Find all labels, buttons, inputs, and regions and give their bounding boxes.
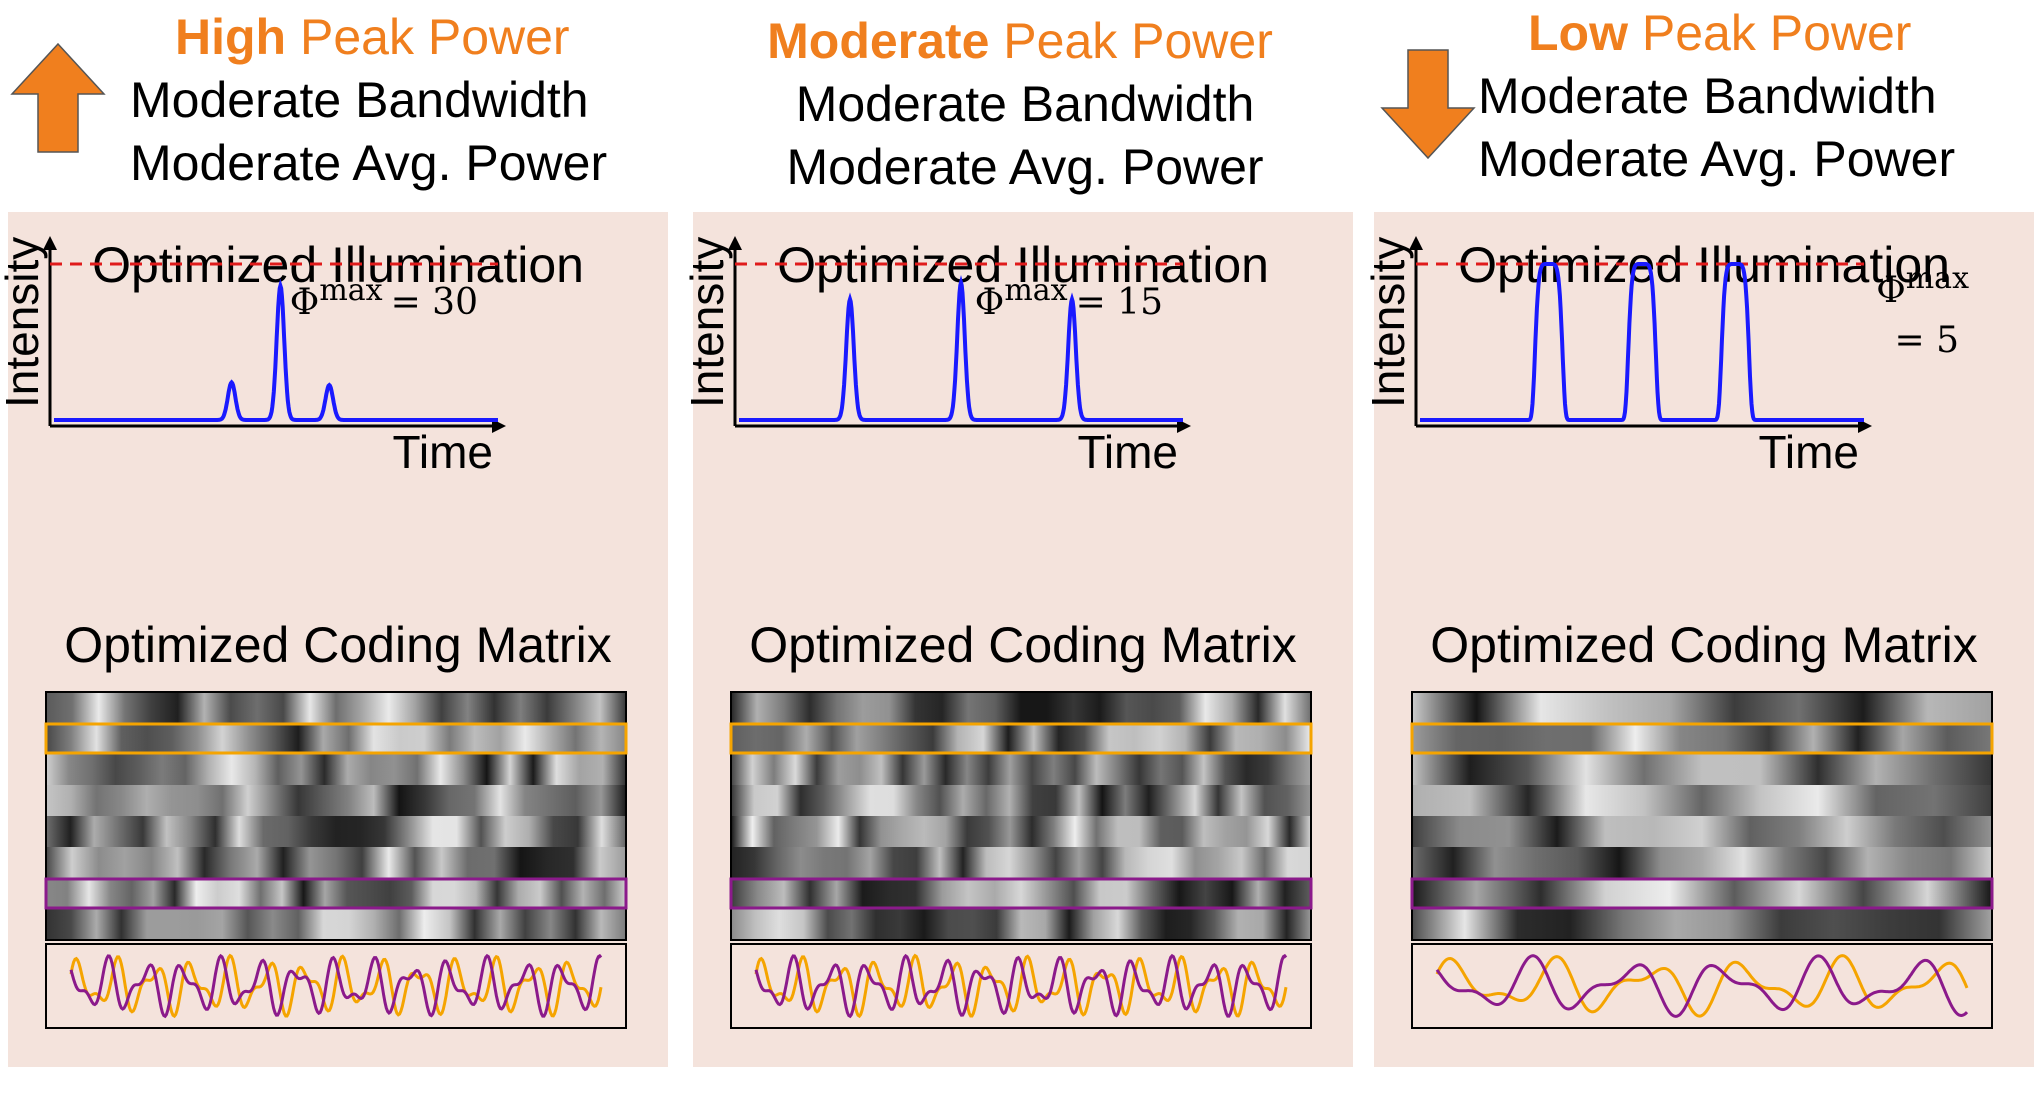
coding-matrix-row bbox=[46, 816, 626, 847]
avg-power-label: Moderate Avg. Power bbox=[130, 135, 608, 191]
waveform-orange bbox=[754, 953, 1288, 1019]
panel: Optimized Illumination Intensity Time Φmax… bbox=[1362, 212, 2034, 1067]
peak-power-label: Low Peak Power bbox=[1528, 5, 1912, 61]
coding-matrix-row bbox=[1412, 847, 1992, 878]
coding-matrix-row bbox=[1412, 878, 1992, 909]
coding-matrix-row bbox=[731, 785, 1311, 816]
coding-matrix-row bbox=[731, 723, 1311, 754]
panel: Optimized Illumination Intensity Time Φmax… bbox=[681, 212, 1353, 1067]
y-axis-label: Intensity bbox=[0, 237, 48, 408]
x-axis-arrowhead bbox=[1858, 419, 1872, 433]
avg-power-label: Moderate Avg. Power bbox=[786, 139, 1264, 195]
coding-matrix-row bbox=[731, 692, 1311, 723]
coding-matrix bbox=[44, 691, 628, 1029]
phi-max-label: Φmax = 30 bbox=[290, 273, 478, 323]
coding-matrix-title: Optimized Coding Matrix bbox=[64, 617, 612, 673]
coding-matrix-border bbox=[45, 691, 627, 941]
y-axis-label: Intensity bbox=[681, 237, 733, 408]
x-axis-arrowhead bbox=[492, 419, 506, 433]
bandwidth-label: Moderate Bandwidth bbox=[1478, 68, 1937, 124]
coding-matrix-title: Optimized Coding Matrix bbox=[1430, 617, 1978, 673]
illumination-plot: Intensity Time Φmax = 15 bbox=[681, 236, 1191, 478]
coding-matrix-row bbox=[46, 754, 626, 785]
coding-matrix-row bbox=[1412, 785, 1992, 816]
y-axis-arrowhead bbox=[728, 236, 742, 250]
phi-max-label: Φmax bbox=[1876, 261, 1969, 311]
coding-matrix-row bbox=[1412, 754, 1992, 785]
coding-matrix-row bbox=[731, 878, 1311, 909]
highlight-row-orange bbox=[44, 722, 628, 755]
y-axis-arrowhead bbox=[43, 236, 57, 250]
down-arrow-icon bbox=[1380, 49, 1476, 160]
waveform-purple bbox=[69, 953, 603, 1019]
illumination-curve bbox=[54, 278, 498, 422]
coding-matrix bbox=[729, 691, 1313, 1029]
panel: Optimized Illumination Intensity Time Φmax… bbox=[0, 212, 668, 1067]
phi-max-label: Φmax = 15 bbox=[975, 273, 1163, 323]
waveform-purple bbox=[754, 953, 1288, 1019]
header: Low Peak Power Moderate Bandwidth Modera… bbox=[1478, 2, 2040, 191]
coding-matrix-border bbox=[1411, 691, 1993, 941]
coding-matrix-row bbox=[731, 909, 1311, 940]
y-axis-arrowhead bbox=[1409, 236, 1423, 250]
coding-matrix-title: Optimized Coding Matrix bbox=[749, 617, 1297, 673]
coding-matrix-border bbox=[730, 691, 1312, 941]
coding-matrix-row bbox=[1412, 723, 1992, 754]
avg-power-label: Moderate Avg. Power bbox=[1478, 131, 1956, 187]
illumination-curve bbox=[739, 275, 1183, 422]
peak-power-label: Moderate Peak Power bbox=[767, 13, 1273, 69]
x-axis-arrowhead bbox=[1177, 419, 1191, 433]
column-moderate-peak: Moderate Peak Power Moderate Bandwidth M… bbox=[681, 0, 1365, 1116]
phi-max-value: = 5 bbox=[1894, 320, 1959, 361]
column-low-peak: Low Peak Power Moderate Bandwidth Modera… bbox=[1362, 0, 2040, 1116]
coding-matrix-row bbox=[46, 878, 626, 909]
coding-matrix bbox=[1410, 691, 1994, 1029]
coding-matrix-row bbox=[731, 754, 1311, 785]
header: High Peak Power Moderate Bandwidth Moder… bbox=[130, 6, 680, 195]
coding-matrix-row bbox=[731, 847, 1311, 878]
x-axis-label: Time bbox=[1077, 426, 1178, 478]
highlight-row-orange bbox=[1410, 722, 1994, 755]
bandwidth-label: Moderate Bandwidth bbox=[130, 72, 589, 128]
y-axis-label: Intensity bbox=[1362, 237, 1414, 408]
header: Moderate Peak Power Moderate Bandwidth M… bbox=[685, 10, 1365, 199]
coding-matrix-row bbox=[1412, 816, 1992, 847]
coding-matrix-row bbox=[46, 785, 626, 816]
highlight-row-purple bbox=[1410, 877, 1994, 910]
waveform-purple bbox=[1435, 954, 1969, 1018]
x-axis-label: Time bbox=[392, 426, 493, 478]
peak-power-label: High Peak Power bbox=[175, 9, 570, 65]
highlight-row-purple bbox=[729, 877, 1313, 910]
coding-matrix-row bbox=[731, 816, 1311, 847]
highlight-row-purple bbox=[44, 877, 628, 910]
coding-matrix-row bbox=[1412, 692, 1992, 723]
waveform-orange bbox=[69, 953, 603, 1019]
x-axis-label: Time bbox=[1758, 426, 1859, 478]
column-high-peak: High Peak Power Moderate Bandwidth Moder… bbox=[0, 0, 680, 1116]
illumination-curve bbox=[1420, 262, 1864, 422]
bandwidth-label: Moderate Bandwidth bbox=[795, 76, 1255, 132]
coding-matrix-row bbox=[46, 909, 626, 940]
illumination-plot: Intensity Time Φmax = 30 bbox=[0, 236, 506, 478]
coding-matrix-row bbox=[46, 847, 626, 878]
coding-matrix-row bbox=[46, 692, 626, 723]
illumination-plot: Intensity Time Φmax = 5 bbox=[1362, 236, 1969, 478]
highlight-row-orange bbox=[729, 722, 1313, 755]
up-arrow-icon bbox=[10, 42, 106, 153]
waveform-orange bbox=[1435, 954, 1969, 1018]
coding-matrix-row bbox=[1412, 909, 1992, 940]
coding-matrix-row bbox=[46, 723, 626, 754]
